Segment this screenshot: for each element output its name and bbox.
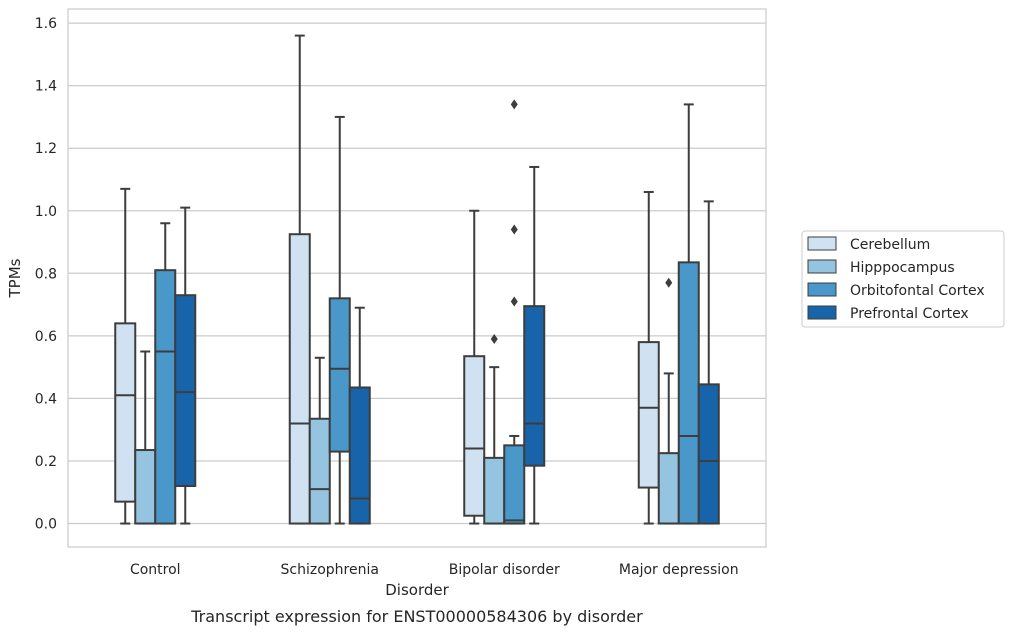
x-tick-label: Control <box>130 562 181 578</box>
y-tick-label: 0.6 <box>35 329 57 345</box>
box-group <box>657 277 680 525</box>
box-group <box>697 200 720 525</box>
chart-caption: Transcript expression for ENST0000058430… <box>190 607 643 626</box>
outlier-point <box>510 296 518 307</box>
y-axis-label: TPMs <box>6 258 24 298</box>
box-group <box>523 165 546 525</box>
legend-label: Hipppocampus <box>850 260 955 276</box>
x-tick-label: Bipolar disorder <box>449 562 560 578</box>
legend-label: Orbitofontal Cortex <box>850 283 985 299</box>
legend: Cerebellum Hipppocampus Orbitofontal Corte… <box>801 230 1005 328</box>
x-axis-ticks: Control Schizophrenia Bipolar disorder Majo… <box>130 562 739 578</box>
x-tick-label: Major depression <box>619 562 739 578</box>
box <box>114 322 137 503</box>
outlier-point <box>510 224 518 235</box>
box-group <box>288 34 311 525</box>
y-tick-label: 0.0 <box>35 517 57 533</box>
box-group <box>463 209 486 525</box>
box <box>174 294 197 488</box>
y-tick-label: 0.2 <box>35 454 57 470</box>
legend-swatch <box>807 236 837 251</box>
box-group <box>154 222 177 525</box>
box-group <box>483 333 506 525</box>
box <box>503 444 526 525</box>
outlier-point <box>665 277 673 288</box>
legend-label: Cerebellum <box>850 237 930 253</box>
y-tick-label: 1.6 <box>35 16 57 32</box>
outlier-point <box>490 333 498 344</box>
box-group <box>503 99 526 525</box>
legend-label: Prefrontal Cortex <box>850 306 969 322</box>
box <box>463 355 486 517</box>
box <box>637 341 660 489</box>
box <box>483 456 506 525</box>
y-tick-label: 0.8 <box>35 266 57 282</box>
box <box>523 305 546 467</box>
outlier-point <box>510 99 518 110</box>
x-tick-label: Schizophrenia <box>281 562 379 578</box>
y-axis-ticks: 0.0 0.2 0.4 0.6 0.8 1.0 1.2 1.4 1.6 <box>35 16 57 532</box>
box <box>308 417 331 525</box>
x-axis-label: Disorder <box>385 581 449 599</box>
y-tick-label: 0.4 <box>35 391 57 407</box>
box <box>657 452 680 525</box>
plot-boxes <box>114 34 720 525</box>
box-group <box>114 187 137 525</box>
box-group <box>637 190 660 525</box>
box <box>328 297 351 453</box>
y-tick-label: 1.0 <box>35 204 57 220</box>
box-group <box>174 206 197 525</box>
legend-swatch <box>807 305 837 320</box>
box <box>348 386 371 525</box>
box-group <box>677 103 700 525</box>
legend-swatch <box>807 259 837 274</box>
y-tick-label: 1.2 <box>35 141 57 157</box>
y-tick-label: 1.4 <box>35 79 57 95</box>
box-group <box>348 306 371 525</box>
legend-swatch <box>807 282 837 297</box>
box-group <box>328 115 351 525</box>
box <box>677 261 700 525</box>
box-group <box>134 350 157 525</box>
legend-frame <box>801 230 1005 328</box>
box <box>134 449 157 525</box>
box <box>154 269 177 525</box>
box <box>288 233 311 525</box>
plot-frame <box>67 8 767 548</box>
box <box>697 383 720 525</box>
box-group <box>308 356 331 525</box>
